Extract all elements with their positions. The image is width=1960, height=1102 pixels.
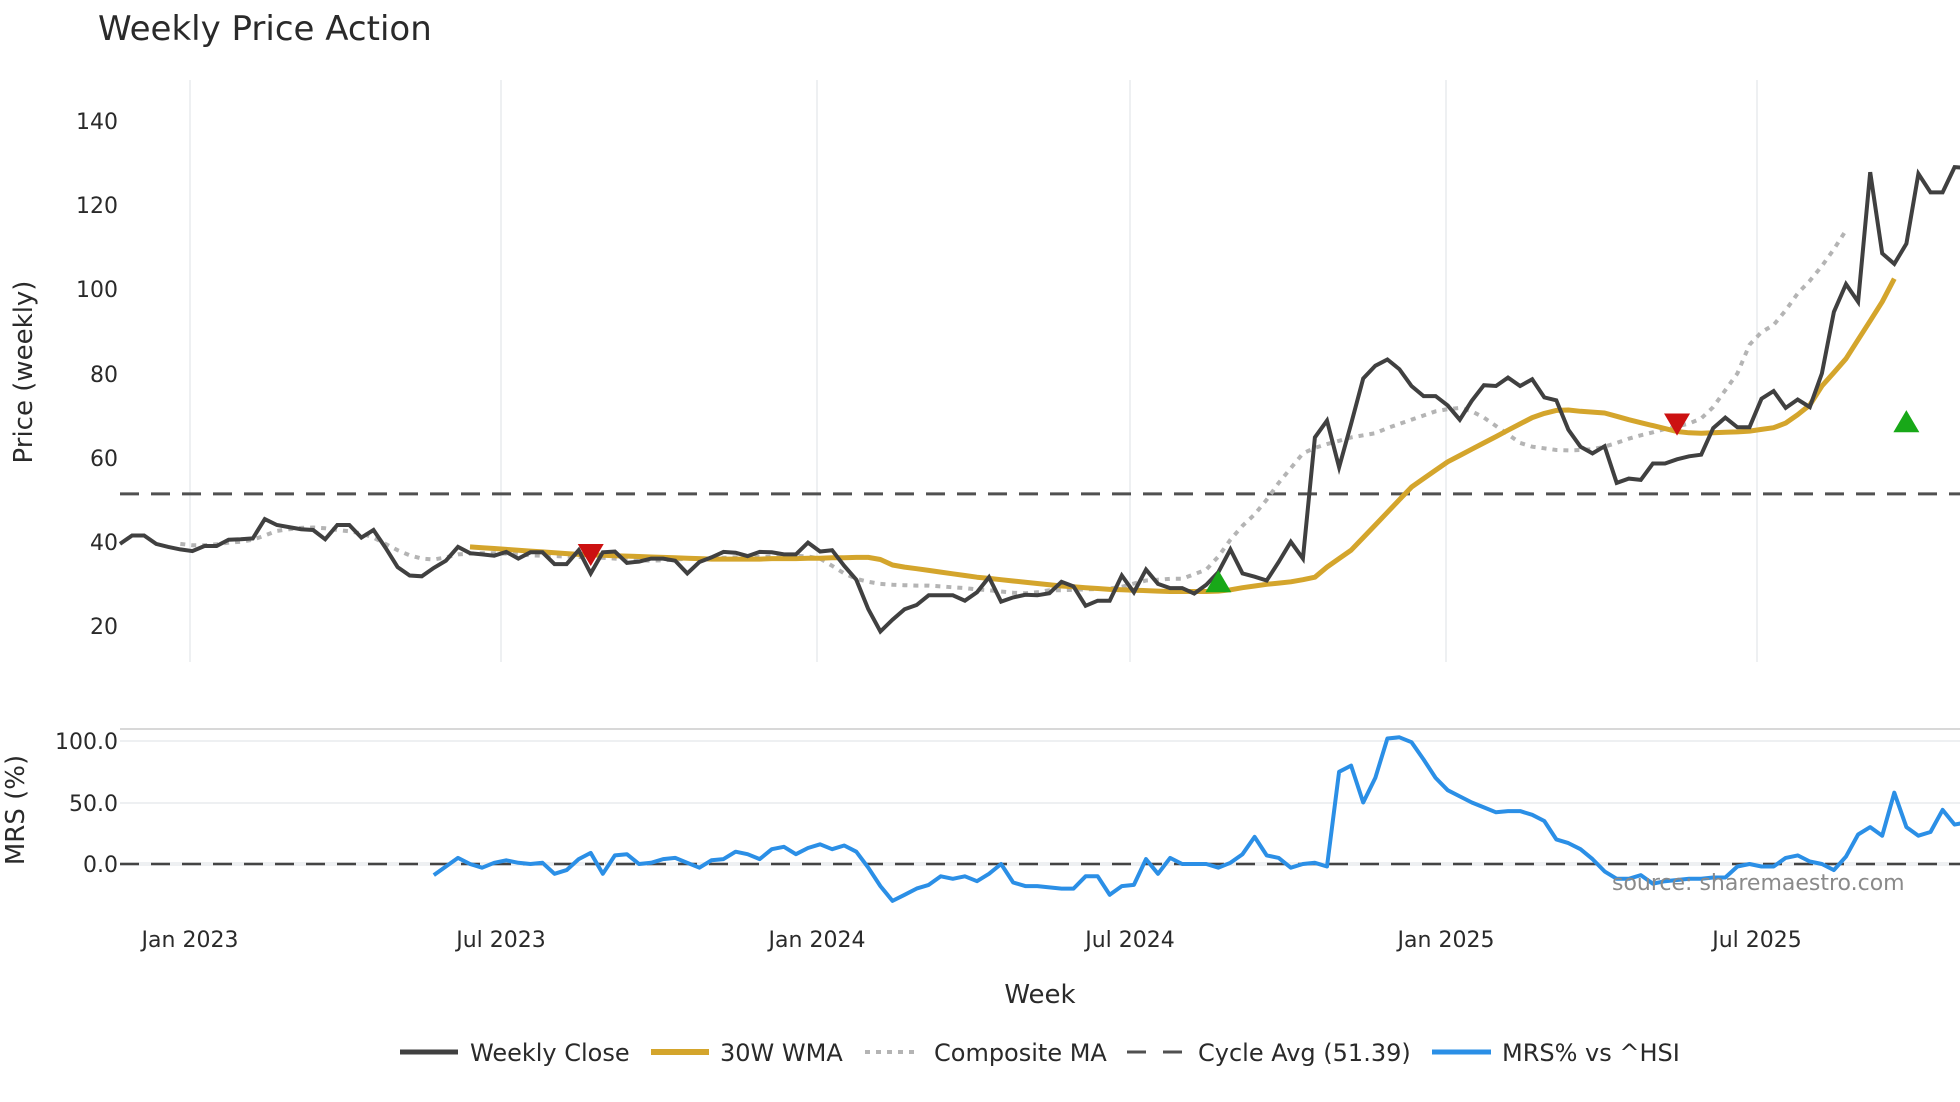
x-axis-title: Week (1004, 980, 1075, 1010)
y-tick: 100 (76, 278, 118, 303)
legend-label: Cycle Avg (51.39) (1198, 1039, 1411, 1067)
price-panel: 140 120 100 80 60 40 20 Price (weekly) (9, 80, 1960, 662)
sell-signal-triangle-down-icon (1664, 413, 1691, 436)
y-tick: 60 (90, 447, 118, 472)
wma-30w-line (469, 277, 1897, 594)
mrs-y-tick: 0.0 (83, 853, 118, 878)
sell-signal-triangle-down-icon (577, 544, 604, 567)
y-tick: 80 (90, 363, 118, 388)
buy-signal-triangle-up-icon (1205, 570, 1232, 593)
x-tick: Jan 2023 (140, 928, 239, 953)
legend-item-mrs[interactable]: MRS% vs ^HSI (1432, 1039, 1680, 1067)
x-tick: Jul 2023 (454, 928, 546, 953)
weekly-close-line (118, 165, 1960, 635)
mrs-y-tick: 50.0 (69, 792, 118, 817)
price-gridlines (189, 80, 1758, 662)
legend-item-composite-ma[interactable]: Composite MA (865, 1039, 1107, 1067)
x-tick: Jan 2024 (767, 928, 866, 953)
legend-label: 30W WMA (720, 1039, 843, 1067)
chart-title: Weekly Price Action (98, 9, 432, 49)
composite-ma-line (180, 229, 1848, 596)
legend-label: MRS% vs ^HSI (1502, 1039, 1680, 1067)
x-tick: Jan 2025 (1396, 928, 1495, 953)
x-axis: Jan 2023 Jul 2023 Jan 2024 Jul 2024 Jan … (140, 928, 1802, 1010)
mrs-line (432, 735, 1960, 903)
buy-signal-triangle-up-icon (1893, 410, 1920, 433)
y-tick: 40 (90, 531, 118, 556)
legend-label: Composite MA (934, 1039, 1107, 1067)
legend-item-weekly-close[interactable]: Weekly Close (400, 1039, 630, 1067)
price-y-ticks: 140 120 100 80 60 40 20 (76, 110, 118, 640)
y-tick: 20 (90, 615, 118, 640)
source-watermark: source: sharemaestro.com (1612, 871, 1905, 896)
legend-label: Weekly Close (470, 1039, 630, 1067)
legend-item-30w-wma[interactable]: 30W WMA (651, 1039, 843, 1067)
legend: Weekly Close 30W WMA Composite MA Cycle … (400, 1039, 1680, 1067)
price-axis-title: Price (weekly) (9, 281, 39, 464)
y-tick: 140 (76, 110, 118, 135)
x-tick: Jul 2025 (1710, 928, 1802, 953)
mrs-axis-title: MRS (%) (1, 755, 31, 865)
x-tick: Jul 2024 (1083, 928, 1175, 953)
mrs-y-tick: 100.0 (55, 730, 118, 755)
mrs-panel: 100.0 50.0 0.0 MRS (%) source: sharemaes… (1, 728, 1960, 903)
y-tick: 120 (76, 194, 118, 219)
legend-item-cycle-avg[interactable]: Cycle Avg (51.39) (1127, 1039, 1411, 1067)
signal-markers (577, 410, 1920, 593)
